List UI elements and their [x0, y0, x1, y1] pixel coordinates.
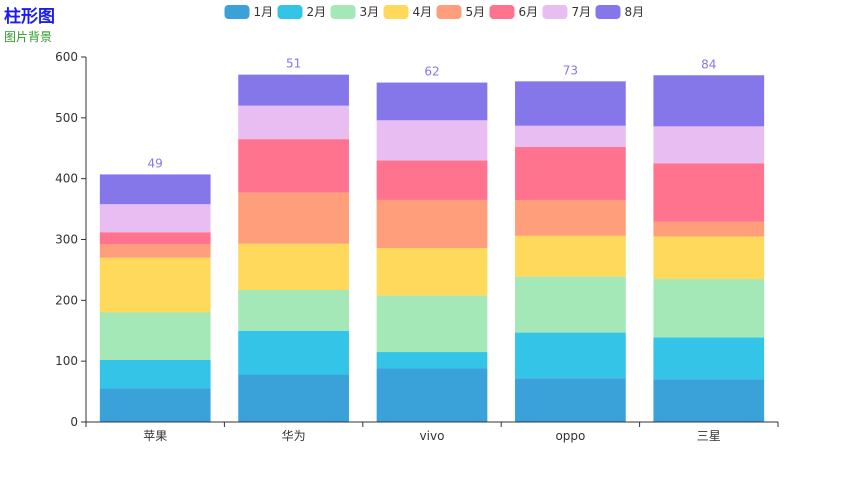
bar-segment — [376, 368, 488, 422]
legend-swatch — [330, 5, 356, 19]
bar-segment — [515, 378, 626, 422]
bar-segment — [376, 295, 488, 353]
bar-segment — [653, 279, 765, 338]
bar-segment — [238, 330, 349, 375]
legend-label: 1月 — [254, 5, 274, 19]
bar-segment — [653, 337, 765, 380]
bar-segment — [376, 120, 488, 161]
bar-segment — [653, 163, 765, 222]
data-label: 84 — [701, 57, 716, 71]
bar-segment — [99, 312, 211, 360]
y-tick-label: 200 — [55, 293, 78, 307]
bar-segment — [376, 248, 488, 296]
bar-segment — [238, 289, 349, 331]
x-tick-label: vivo — [420, 429, 445, 443]
legend-label: 3月 — [360, 5, 380, 19]
y-tick-label: 0 — [70, 415, 78, 429]
y-tick-label: 100 — [55, 354, 78, 368]
bar-segment — [653, 221, 765, 237]
bar-segment — [99, 204, 211, 233]
bar-segment — [238, 243, 349, 290]
legend-swatch — [383, 5, 409, 19]
bar-segment — [99, 359, 211, 389]
bar-segment — [238, 74, 349, 106]
data-label: 62 — [424, 65, 439, 79]
bar-segment — [238, 105, 349, 140]
x-tick-label: 华为 — [282, 429, 306, 443]
bar-segment — [376, 352, 488, 369]
legend-swatch — [489, 5, 515, 19]
bar-segment — [515, 125, 626, 148]
data-label: 51 — [286, 57, 301, 71]
legend-label: 4月 — [413, 5, 433, 19]
bar-segment — [515, 276, 626, 333]
bar-segment — [99, 257, 211, 313]
legend-swatch — [277, 5, 303, 19]
legend-label: 6月 — [519, 5, 539, 19]
data-label: 49 — [148, 156, 163, 170]
bar-segment — [653, 379, 765, 422]
legend-label: 8月 — [625, 5, 645, 19]
x-tick-label: oppo — [555, 429, 585, 443]
bar-segment — [99, 388, 211, 422]
y-tick-label: 400 — [55, 172, 78, 186]
bar-segment — [376, 160, 488, 200]
chart-subtitle: 图片背景 — [4, 30, 53, 44]
bars — [99, 74, 765, 422]
bar-segment — [238, 139, 349, 193]
bar-segment — [376, 199, 488, 249]
bar-segment — [376, 82, 488, 121]
legend-label: 5月 — [466, 5, 486, 19]
y-tick-label: 500 — [55, 111, 78, 125]
bar-segment — [653, 126, 765, 164]
bar-segment — [238, 192, 349, 244]
y-axis: 0 100 200 300 400 500 600 — [55, 50, 87, 429]
legend-swatch — [224, 5, 250, 19]
x-tick-label: 三星 — [697, 429, 721, 443]
chart-title: 柱形图 — [4, 7, 55, 27]
bar-segment — [99, 244, 211, 258]
data-labels: 49 51 62 73 84 — [148, 57, 717, 171]
legend-swatch — [436, 5, 462, 19]
x-axis: 苹果 华为 vivo oppo 三星 — [85, 421, 779, 443]
legend-swatch — [542, 5, 568, 19]
legend: 1月 2月 3月 4月 5月 6月 7月 8月 — [224, 5, 645, 19]
legend-label: 7月 — [572, 5, 592, 19]
bar-segment — [515, 147, 626, 200]
bar-segment — [515, 81, 626, 126]
y-tick-label: 300 — [55, 233, 78, 247]
bar-segment — [238, 374, 349, 422]
x-tick-label: 苹果 — [143, 429, 167, 443]
legend-label: 2月 — [307, 5, 327, 19]
legend-swatch — [595, 5, 621, 19]
bar-segment — [99, 232, 211, 245]
bar-segment — [515, 199, 626, 236]
bar-segment — [653, 236, 765, 280]
bar-segment — [653, 75, 765, 127]
bar-segment — [515, 235, 626, 277]
y-tick-label: 600 — [55, 50, 78, 64]
data-label: 73 — [563, 63, 578, 77]
bar-segment — [99, 174, 211, 205]
bar-segment — [515, 332, 626, 379]
